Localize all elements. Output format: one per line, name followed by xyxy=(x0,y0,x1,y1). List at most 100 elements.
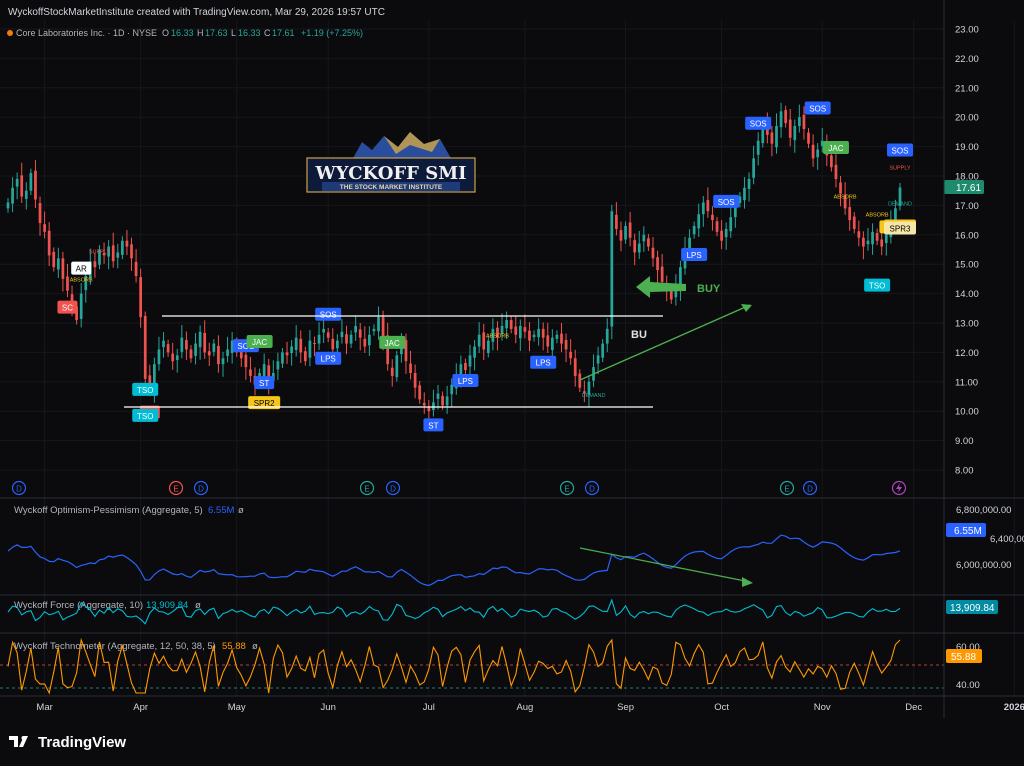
candle-body xyxy=(747,178,751,189)
op-indicator-title[interactable]: Wyckoff Optimism-Pessimism (Aggregate, 5… xyxy=(14,505,203,516)
candle-body xyxy=(43,224,46,232)
candle-body xyxy=(523,327,527,332)
candle-body xyxy=(788,119,792,138)
close-label: C xyxy=(264,28,271,38)
candle-body xyxy=(130,244,133,259)
event-marker-icon[interactable] xyxy=(11,480,27,496)
event-marker-icon[interactable] xyxy=(168,480,184,496)
price-tick-label: 15.00 xyxy=(955,260,979,271)
event-marker-icon[interactable] xyxy=(779,480,795,496)
time-tick-label: Nov xyxy=(814,702,831,713)
candle-body xyxy=(221,358,225,365)
op-divergence-line[interactable] xyxy=(579,547,751,583)
candle-body xyxy=(207,351,211,356)
candle-body xyxy=(647,238,650,247)
time-tick-label: May xyxy=(228,702,246,713)
candle-body xyxy=(372,328,376,332)
annotation-box xyxy=(822,140,849,154)
candle-body xyxy=(743,187,746,201)
candle-body xyxy=(413,372,417,388)
candle-body xyxy=(313,342,316,344)
price-axis[interactable]: 23.00 22.00 21.00 20.00 19.00 18.00 17.00 16.00… xyxy=(955,25,979,477)
op-value-tag xyxy=(946,523,986,537)
low-label: L xyxy=(231,28,236,38)
candle-body xyxy=(720,230,723,241)
candle-body xyxy=(345,334,348,344)
annotation-label: SUPPLY xyxy=(889,165,911,171)
candle-body xyxy=(249,369,252,376)
annotation-label: ABSORB xyxy=(70,278,93,284)
event-marker-label: E xyxy=(784,485,789,494)
candle-body xyxy=(601,343,605,358)
candle-body xyxy=(779,111,783,128)
candle-body xyxy=(381,317,385,338)
candle-body xyxy=(377,317,380,332)
candle-body xyxy=(724,228,728,238)
candle-body xyxy=(784,110,788,124)
trend-arrow-line[interactable] xyxy=(579,304,751,381)
candle-body xyxy=(189,349,193,359)
annotation-label: TSO xyxy=(869,282,885,291)
time-tick-label: Dec xyxy=(905,702,922,713)
candle-body xyxy=(583,391,586,394)
candle-body xyxy=(450,384,454,395)
candle-body xyxy=(226,349,229,356)
op-line xyxy=(7,534,901,587)
candle-body xyxy=(615,214,618,229)
candle-body xyxy=(47,230,51,256)
candle-body xyxy=(761,123,765,144)
annotation-label: LPS xyxy=(687,251,702,260)
event-marker-icon[interactable] xyxy=(584,480,600,496)
op-value-tag-text: 6.55M xyxy=(954,526,982,537)
annotation-label: SOS xyxy=(809,105,826,114)
op-indicator-value: 6.55M xyxy=(208,505,234,516)
candle-body xyxy=(185,340,188,350)
candle-body xyxy=(11,187,14,204)
candle-body xyxy=(171,353,175,362)
candle-body xyxy=(162,340,165,348)
footer-bar xyxy=(0,718,1024,766)
candle-body xyxy=(642,234,646,242)
candle-body xyxy=(436,393,440,399)
candle-body xyxy=(729,217,733,232)
candle-body xyxy=(230,340,234,353)
candle-body xyxy=(482,332,486,350)
time-tick-label: Jul xyxy=(423,702,435,713)
candle-body xyxy=(153,364,156,391)
time-tick-label: Sep xyxy=(617,702,634,713)
event-marker-icon[interactable] xyxy=(385,480,401,496)
force-indicator-title[interactable]: Wyckoff Force (Aggregate, 10) xyxy=(14,600,143,611)
candle-body xyxy=(349,334,353,344)
candle-body xyxy=(560,333,563,344)
candle-body xyxy=(884,234,888,244)
candle-body xyxy=(427,406,431,412)
event-marker-icon[interactable] xyxy=(559,480,575,496)
force-line xyxy=(7,598,901,625)
candle-body xyxy=(532,334,536,338)
annotation-box xyxy=(530,355,557,369)
grid xyxy=(0,20,1015,696)
candle-body xyxy=(299,338,303,353)
tradingview-logo[interactable]: TradingView xyxy=(9,734,126,751)
price-tick-label: 12.00 xyxy=(955,348,979,359)
candle-body xyxy=(816,149,820,158)
tech-indicator-title[interactable]: Wyckoff Technometer (Aggregate, 12, 50, … xyxy=(14,641,216,652)
candle-body xyxy=(29,173,33,191)
annotation-label: SOS xyxy=(718,198,735,207)
dividend-lightning-icon[interactable] xyxy=(891,480,907,496)
time-axis[interactable]: MarAprMayJunJulAugSepOctNovDec2026FebMar… xyxy=(36,702,1024,713)
candle-body xyxy=(514,326,518,335)
annotation-box xyxy=(379,335,406,349)
candle-body xyxy=(203,332,207,353)
event-marker-label: D xyxy=(16,485,22,494)
event-marker-icon[interactable] xyxy=(193,480,209,496)
event-marker-icon[interactable] xyxy=(802,480,818,496)
candle-body xyxy=(793,126,797,141)
wyckoff-annotations: ARABSORBSUPPLYABSORBSOSJACSOSJACSOSABSOR… xyxy=(57,101,916,432)
candle-body xyxy=(537,328,540,338)
tech-axis-tick: 40.00 xyxy=(956,680,980,691)
symbol-label[interactable]: Core Laboratories Inc. · 1D · NYSE xyxy=(16,28,157,38)
candle-body xyxy=(669,290,673,300)
event-marker-icon[interactable] xyxy=(359,480,375,496)
candle-body xyxy=(679,267,682,289)
